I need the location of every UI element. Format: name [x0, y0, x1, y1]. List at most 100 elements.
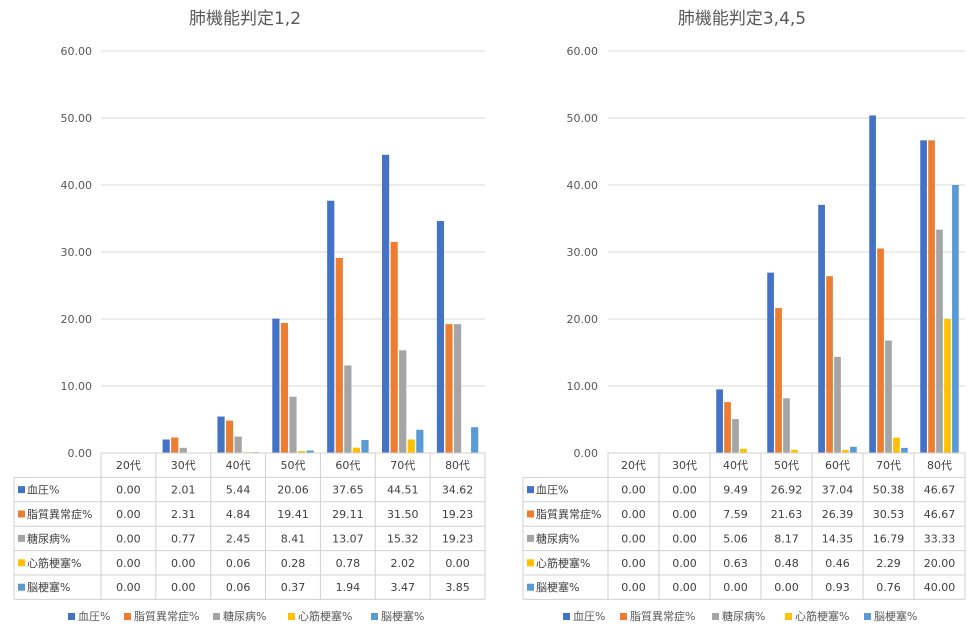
bar-脂質異常症% [171, 437, 179, 453]
table-cell: 9.49 [723, 484, 748, 497]
category-label: 80代 [927, 459, 952, 472]
table-cell: 5.44 [226, 484, 251, 497]
table-cell: 2.01 [171, 484, 196, 497]
category-label: 60代 [825, 459, 850, 472]
bar-血圧% [818, 204, 825, 453]
table-cell: 0.28 [281, 557, 306, 570]
y-tick-label: 40.00 [567, 179, 599, 192]
bar-糖尿病% [834, 356, 841, 453]
table-cell: 20.00 [924, 557, 956, 570]
bar-脳梗塞% [416, 429, 424, 453]
table-cell: 19.23 [442, 508, 474, 521]
table-cell: 0.00 [672, 581, 697, 594]
table-cell: 50.38 [873, 484, 905, 497]
bar-脂質異常症% [280, 322, 289, 453]
bar-心筋梗塞% [842, 449, 849, 453]
table-cell: 0.00 [621, 508, 646, 521]
legend-label: 心筋梗塞% [298, 609, 352, 623]
table-cell: 31.50 [387, 508, 419, 521]
legend-swatch [864, 613, 871, 620]
table-cell: 19.41 [277, 508, 309, 521]
table-cell: 14.35 [822, 532, 854, 545]
y-tick-label: 30.00 [567, 246, 599, 259]
series-key [18, 486, 25, 494]
series-row-label: 血圧% [27, 483, 59, 497]
table-cell: 44.51 [387, 484, 419, 497]
table-cell: 0.00 [723, 581, 748, 594]
bar-糖尿病% [885, 340, 892, 453]
bar-脂質異常症% [775, 308, 782, 453]
bar-脳梗塞% [361, 440, 369, 453]
chart-title: 肺機能判定3,4,5 [678, 9, 806, 29]
category-label: 20代 [116, 459, 141, 472]
table-cell: 0.93 [825, 581, 850, 594]
table-cell: 0.00 [672, 557, 697, 570]
bar-血圧% [767, 272, 774, 453]
series-key [527, 510, 534, 518]
category-label: 70代 [390, 459, 415, 472]
bar-糖尿病% [234, 436, 242, 453]
bar-糖尿病% [179, 447, 187, 453]
chart-1: 肺機能判定1,2 0.00 10.00 20.00 30.00 40.00 50.00 60.… [13, 9, 486, 623]
chart-2: 肺機能判定3,4,5 0.00 10.00 20.00 30.00 40.00 50.00 6… [522, 9, 966, 623]
table-cell: 0.06 [226, 557, 251, 570]
bar-心筋梗塞% [297, 451, 306, 453]
bar-脂質異常症% [877, 248, 884, 453]
table-cell: 0.00 [116, 484, 141, 497]
table-cell: 0.48 [774, 557, 799, 570]
table-cell: 34.62 [442, 484, 474, 497]
legend-label: 脂質異常症% [630, 609, 695, 623]
table-cell: 5.06 [723, 532, 748, 545]
chart-title: 肺機能判定1,2 [189, 9, 301, 29]
series-row-label: 脂質異常症% [27, 507, 92, 521]
category-label: 50代 [774, 459, 799, 472]
table-cell: 33.33 [924, 532, 956, 545]
legend-swatch [124, 613, 131, 620]
table-cell: 21.63 [771, 508, 803, 521]
bar-糖尿病% [399, 350, 407, 453]
bar-脂質異常症% [826, 276, 833, 453]
series-key [18, 583, 25, 591]
series-key [18, 559, 25, 567]
legend-swatch [712, 613, 719, 620]
table-cell: 0.00 [445, 557, 470, 570]
table-cell: 0.00 [116, 557, 141, 570]
legend-swatch [213, 613, 220, 620]
series-row-label: 脂質異常症% [536, 507, 601, 521]
bar-血圧% [272, 318, 280, 453]
legend-swatch [371, 613, 378, 620]
legend-label: 糖尿病% [223, 609, 266, 623]
table-cell: 0.76 [876, 581, 901, 594]
bar-糖尿病% [344, 365, 352, 453]
legend-swatch [785, 613, 792, 620]
table-cell: 2.45 [226, 532, 251, 545]
table-cell: 40.00 [924, 581, 956, 594]
series-key [527, 534, 534, 542]
bar-心筋梗塞% [740, 448, 747, 453]
bar-心筋梗塞% [944, 319, 951, 453]
y-tick-label: 20.00 [567, 313, 599, 326]
table-cell: 0.00 [171, 581, 196, 594]
bar-血圧% [869, 115, 876, 453]
table-cell: 4.84 [226, 508, 251, 521]
bar-血圧% [217, 416, 225, 453]
bar-血圧% [920, 140, 927, 453]
bar-脂質異常症% [335, 257, 343, 453]
table-cell: 0.00 [621, 532, 646, 545]
series-row-label: 糖尿病% [27, 531, 70, 545]
table-cell: 0.00 [774, 581, 799, 594]
series-row-label: 血圧% [536, 483, 568, 497]
y-tick-label: 40.00 [61, 179, 93, 192]
series-row-label: 脳梗塞% [27, 580, 70, 594]
table-cell: 0.00 [116, 581, 141, 594]
series-row-label: 糖尿病% [536, 531, 579, 545]
table-cell: 0.00 [116, 508, 141, 521]
table-cell: 0.78 [336, 557, 361, 570]
series-key [18, 510, 25, 518]
legend-swatch [620, 613, 627, 620]
bar-脳梗塞% [306, 450, 314, 453]
bar-脳梗塞% [471, 427, 479, 453]
table-cell: 29.11 [332, 508, 364, 521]
table-cell: 26.39 [822, 508, 854, 521]
